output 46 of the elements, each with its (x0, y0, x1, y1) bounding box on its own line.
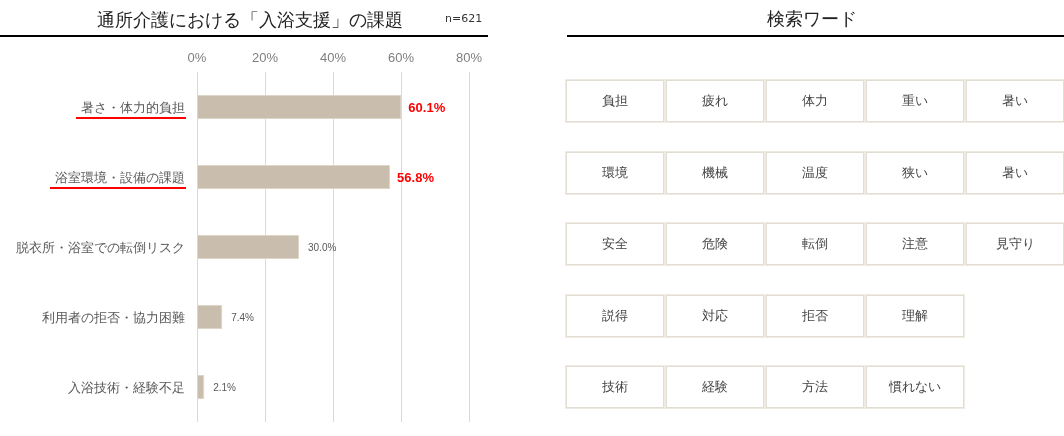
x-tick-label: 40% (319, 50, 347, 65)
y-tick-label: 浴室環境・設備の課題 (55, 169, 185, 185)
keyword-box: 暑い (966, 151, 1064, 194)
keyword-box: 機械 (666, 151, 764, 194)
x-tick-label: 20% (251, 50, 279, 65)
text: 検索ワード (766, 7, 858, 31)
y-tick-label: 暑さ・体力的負担 (81, 99, 185, 115)
keyword-box: 方法 (766, 366, 864, 408)
bar (197, 375, 205, 399)
text: n=621 (445, 12, 483, 25)
keyword-box: 経験 (666, 366, 764, 408)
keyword-box: 技術 (566, 366, 664, 408)
keyword-box: 疲れ (666, 80, 764, 122)
data-label: 60.1% (408, 99, 446, 115)
x-tick-label: 0% (187, 50, 207, 65)
keyword-box: 慣れない (866, 366, 964, 408)
y-tick-label: 利用者の拒否・協力困難 (42, 309, 185, 325)
keyword-box: 理解 (866, 294, 964, 337)
keyword-box: 見守り (966, 223, 1064, 265)
bar (197, 165, 391, 189)
bar (197, 235, 299, 259)
keyword-box: 安全 (566, 223, 664, 265)
keyword-box: 注意 (866, 223, 964, 265)
x-tick-label: 80% (455, 50, 483, 65)
data-label: 56.8% (397, 169, 435, 185)
data-label: 2.1% (213, 381, 237, 393)
keyword-box: 狭い (866, 151, 964, 194)
keyword-box: 暑い (966, 80, 1064, 122)
keyword-box: 負担 (566, 80, 664, 122)
bar (197, 95, 402, 119)
keyword-box: 拒否 (766, 294, 864, 337)
data-label: 7.4% (231, 311, 255, 323)
chart-title: 通所介護における「入浴支援」の課題 (97, 10, 403, 30)
data-label: 30.0% (308, 241, 337, 253)
x-tick-label: 60% (387, 50, 415, 65)
y-tick-label: 入浴技術・経験不足 (68, 379, 185, 395)
keyword-box: 体力 (766, 80, 864, 122)
y-tick-label: 脱衣所・浴室での転倒リスク (16, 239, 185, 255)
keyword-box: 危険 (666, 223, 764, 265)
keyword-box: 説得 (566, 294, 664, 337)
keyword-box: 重い (866, 80, 964, 122)
keyword-box: 転倒 (766, 223, 864, 265)
bar (197, 305, 223, 329)
keyword-box: 環境 (566, 151, 664, 194)
keyword-box: 対応 (666, 294, 764, 337)
keyword-box: 温度 (766, 151, 864, 194)
